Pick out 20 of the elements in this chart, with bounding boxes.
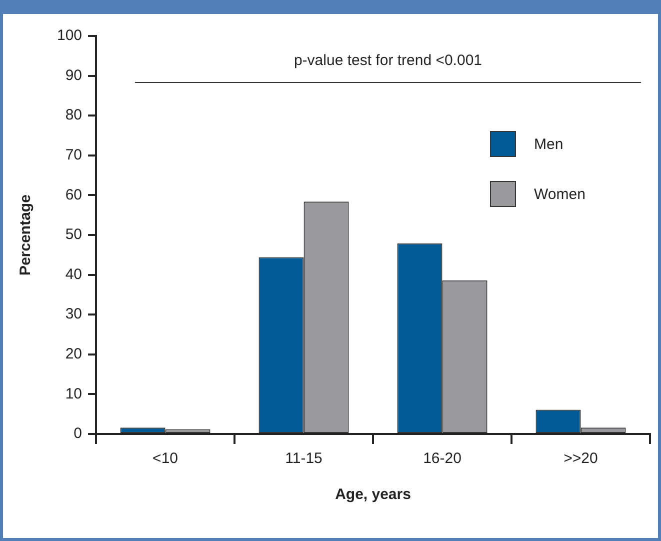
y-tick-label: 0 bbox=[74, 425, 82, 442]
y-tick-label: 80 bbox=[65, 106, 82, 124]
y-tick-label: 50 bbox=[65, 226, 82, 244]
y-tick-label: 60 bbox=[65, 186, 82, 204]
ref-line-label: p-value test for trend <0.001 bbox=[292, 52, 484, 69]
x-axis-title: Age, years bbox=[335, 486, 411, 504]
legend-label: Men bbox=[534, 136, 564, 152]
y-tick-label: 100 bbox=[56, 27, 82, 44]
y-tick-label: 70 bbox=[65, 146, 82, 164]
y-tick-label: 40 bbox=[65, 266, 82, 283]
y-tick-label: 10 bbox=[65, 385, 82, 402]
x-tick-label: 11-15 bbox=[285, 450, 322, 468]
y-tick-label: 30 bbox=[65, 306, 82, 323]
x-tick-label: 16-20 bbox=[423, 450, 462, 468]
x-tick-label: >>20 bbox=[564, 450, 598, 468]
y-tick-label: 20 bbox=[65, 346, 82, 363]
y-tick-label: 90 bbox=[65, 66, 82, 84]
legend-label: Women bbox=[534, 186, 586, 202]
y-axis-title: Percentage bbox=[17, 194, 34, 276]
x-tick-label: <10 bbox=[152, 450, 178, 468]
